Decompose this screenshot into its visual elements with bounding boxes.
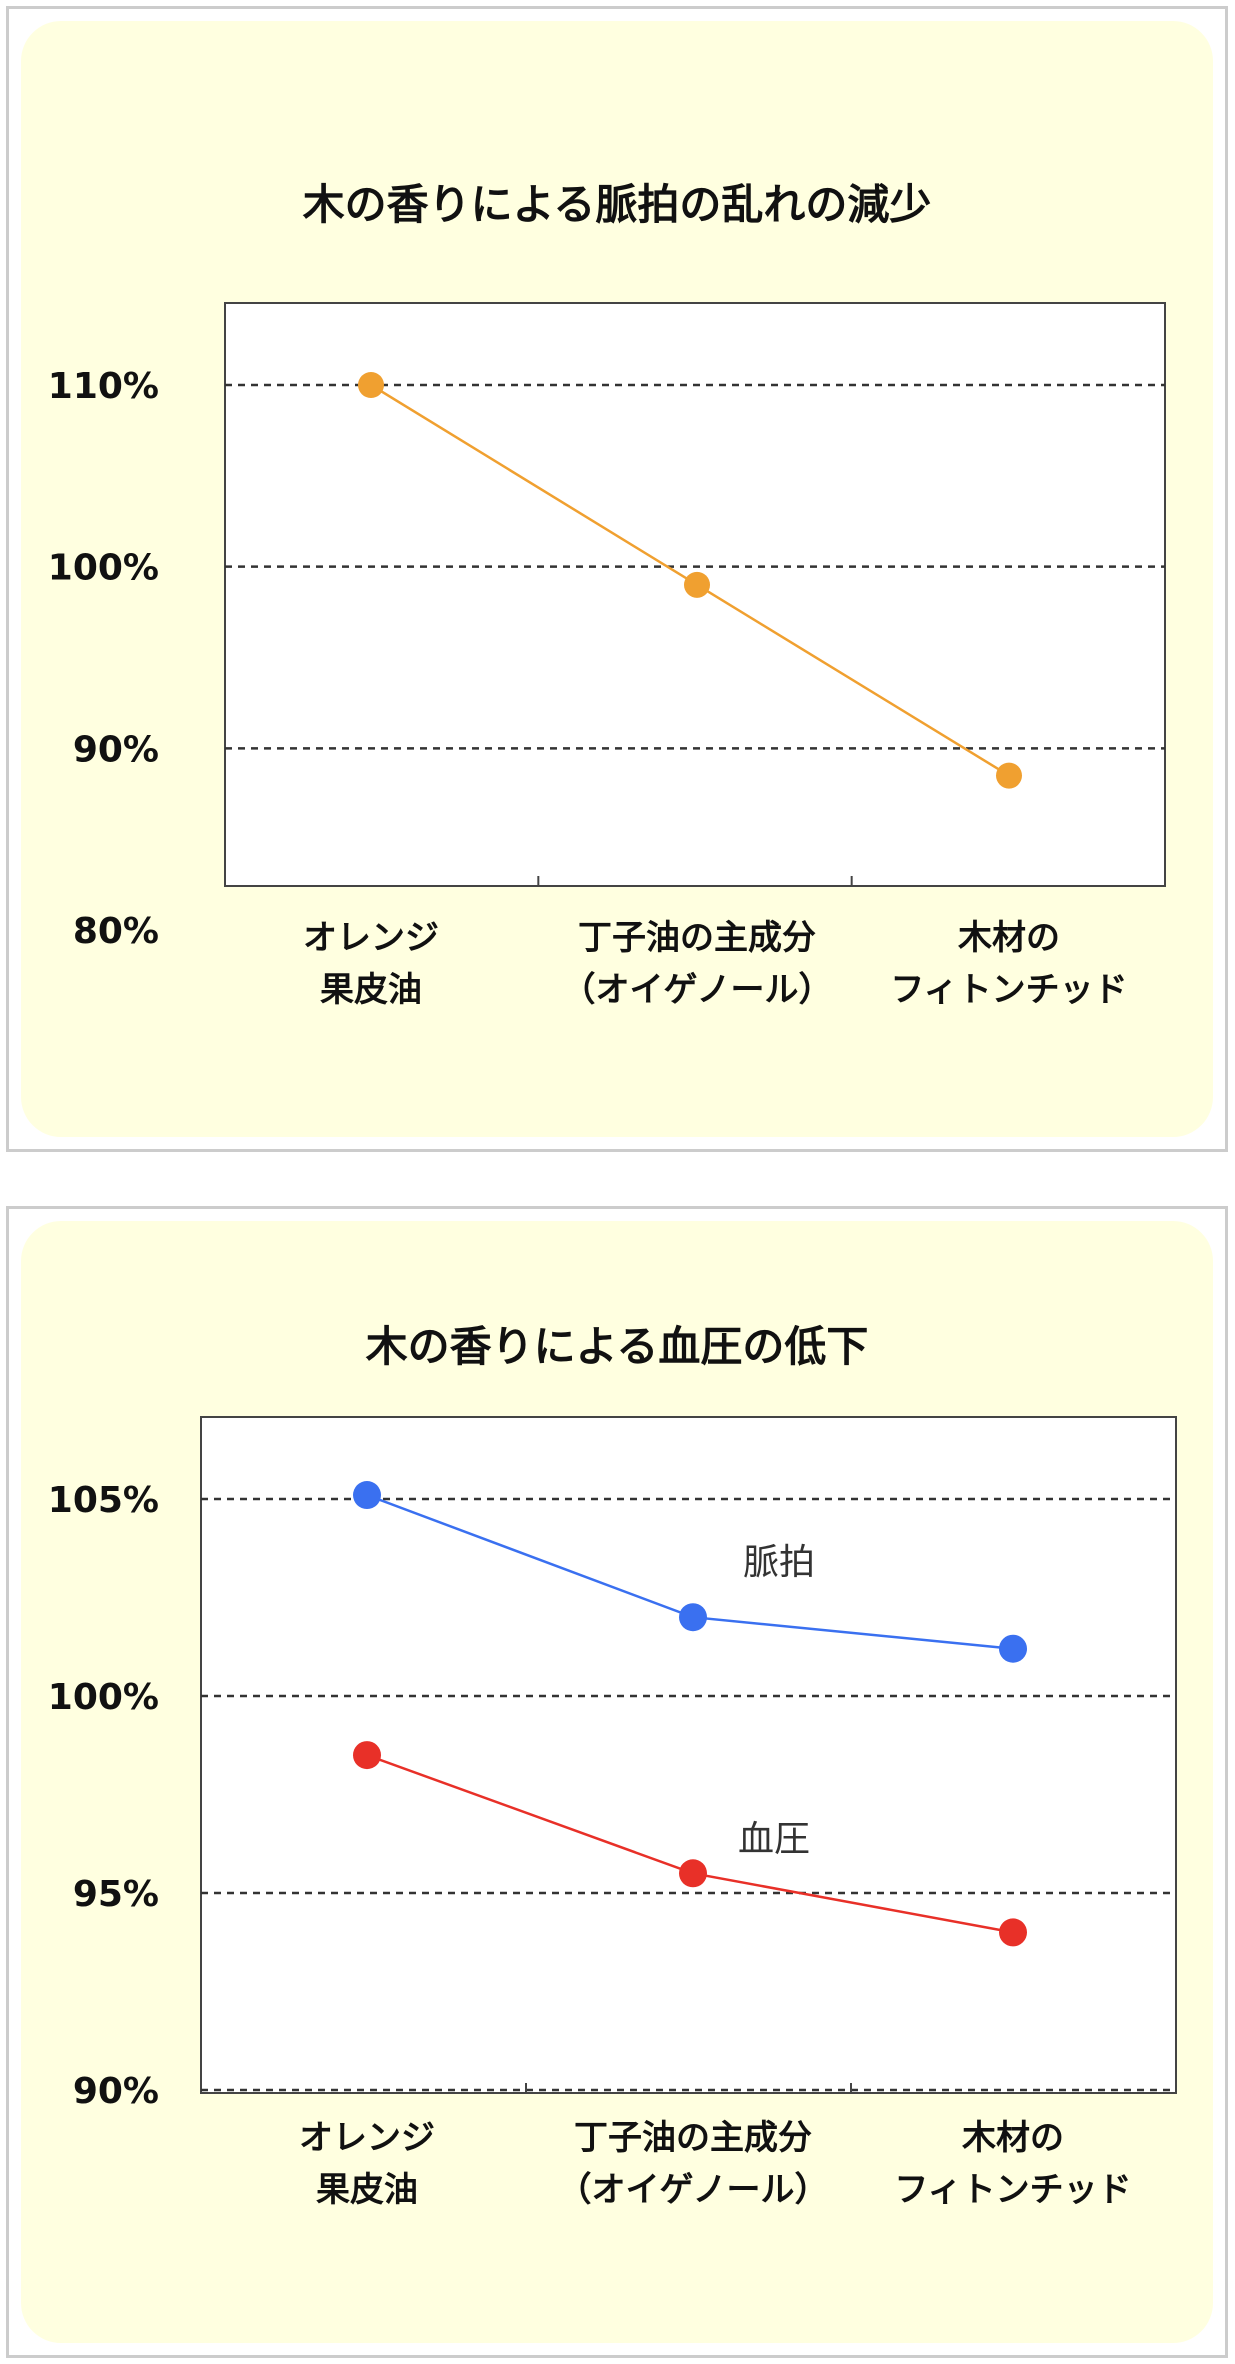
x-category-label: （オイゲノール） xyxy=(562,970,833,1010)
data-point xyxy=(684,571,710,598)
data-point xyxy=(679,1603,707,1632)
chart-panel-pulse: 木の香りによる脈拍の乱れの減少 110% 100% 90% 80% オレンジ果皮油 丁子油… xyxy=(6,6,1228,1152)
y-tick-label: 90% xyxy=(73,2071,159,2112)
y-tick-label: 95% xyxy=(73,1874,159,1915)
x-category-label: オレンジ xyxy=(299,2118,435,2158)
plot-area xyxy=(200,1416,1177,2094)
y-tick-label: 105% xyxy=(48,1480,159,1521)
data-point xyxy=(999,1918,1027,1947)
data-point xyxy=(353,1481,381,1510)
data-point xyxy=(996,762,1022,789)
x-category-label: オレンジ xyxy=(303,918,439,958)
x-category-label: 果皮油 xyxy=(316,2170,418,2210)
y-tick-label: 90% xyxy=(73,729,159,770)
data-point xyxy=(999,1634,1027,1663)
x-category-label: 木材の xyxy=(961,2118,1064,2158)
y-tick-label: 80% xyxy=(73,911,159,952)
data-point xyxy=(679,1859,707,1888)
data-point xyxy=(358,372,384,398)
y-tick-label: 100% xyxy=(48,548,159,589)
x-category-label: 丁子油の主成分 xyxy=(578,918,816,958)
x-category-label: 木材の xyxy=(957,918,1060,958)
chart-title: 木の香りによる脈拍の乱れの減少 xyxy=(302,180,932,229)
x-category-label: フィトンチッド xyxy=(894,2170,1131,2210)
x-category-label: フィトンチッド xyxy=(890,970,1127,1010)
y-tick-label: 100% xyxy=(48,1677,159,1718)
chart-title: 木の香りによる血圧の低下 xyxy=(365,1322,869,1371)
series-label: 血圧 xyxy=(738,1819,810,1860)
series-label: 脈拍 xyxy=(743,1542,815,1583)
chart-panel-blood-pressure: 木の香りによる血圧の低下 105% 100% 95% 90% オレンジ果皮油 丁子油の主成… xyxy=(6,1206,1228,2358)
data-point xyxy=(353,1741,381,1770)
x-category-label: 丁子油の主成分 xyxy=(574,2118,812,2158)
y-tick-label: 110% xyxy=(48,366,159,407)
x-category-label: （オイゲノール） xyxy=(558,2170,829,2210)
x-category-label: 果皮油 xyxy=(320,970,422,1010)
